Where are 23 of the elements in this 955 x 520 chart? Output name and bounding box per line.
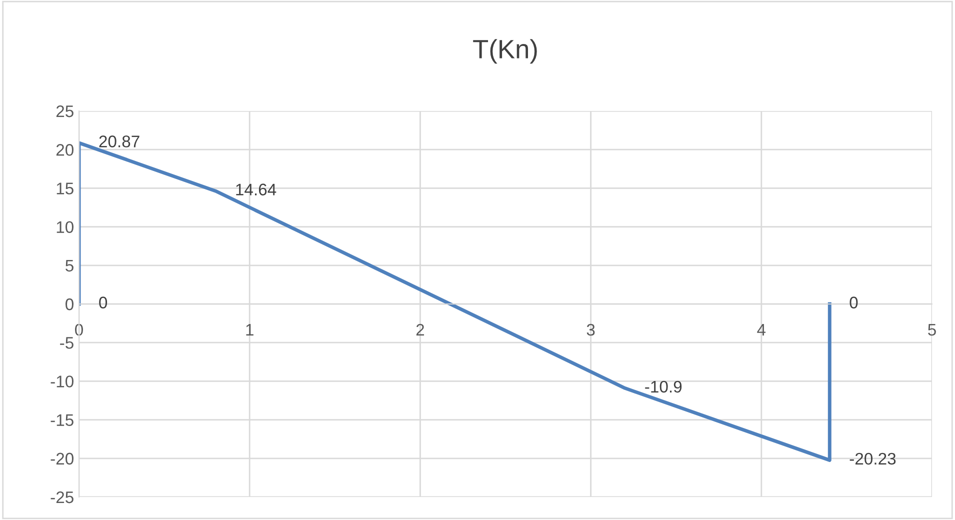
data-label: 20.87 (99, 136, 140, 148)
x-tick-label: 1 (246, 324, 254, 336)
y-tick-label: -10 (50, 376, 74, 388)
y-tick-label: 10 (56, 221, 74, 234)
y-tick-label: -25 (50, 491, 74, 504)
x-tick-label: 2 (416, 324, 424, 336)
data-label: -20.23 (850, 452, 896, 465)
chart-title: T(Kn) (473, 39, 537, 64)
x-tick-label: 4 (757, 324, 766, 336)
y-tick-label: -20 (50, 452, 74, 465)
y-tick-label: -15 (50, 414, 74, 426)
y-tick-label: 25 (56, 105, 74, 118)
data-label: 0 (99, 296, 108, 308)
data-label: -10.9 (645, 380, 682, 393)
y-tick-label: 0 (66, 298, 74, 310)
y-tick-label: 5 (66, 260, 74, 272)
y-tick-label: 15 (56, 182, 74, 194)
data-label: 14.64 (236, 184, 276, 196)
x-tick-label: 3 (586, 324, 595, 336)
y-tick-label: 20 (56, 144, 74, 156)
data-label: 0 (850, 296, 858, 308)
y-tick-label: -5 (60, 337, 74, 349)
x-tick-label: 5 (928, 324, 936, 336)
